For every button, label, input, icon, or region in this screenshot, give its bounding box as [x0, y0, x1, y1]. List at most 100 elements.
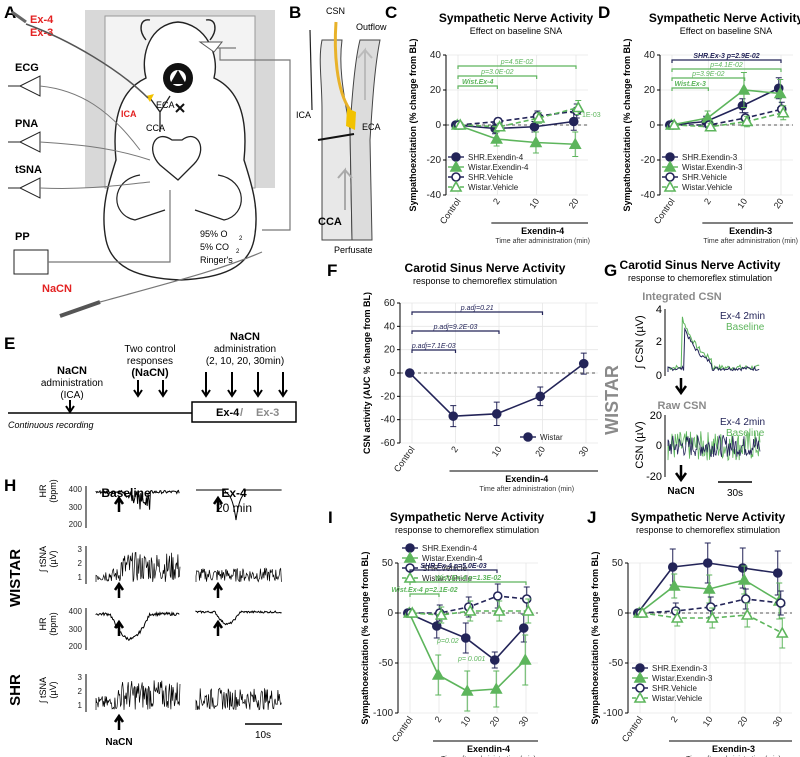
- f-y-tick-label: -60: [381, 438, 396, 449]
- flow-arrow-icon: [337, 167, 353, 210]
- panel-letter-b: B: [289, 3, 301, 22]
- f-x-sublabel: Time after administration (min): [479, 486, 574, 493]
- f-sig-bracket: [411, 311, 544, 315]
- g-y1-label: ∫ CSN (µV): [634, 315, 646, 369]
- i-legend-label: SHR.Exendin-4: [422, 544, 478, 553]
- j-y-label: Sympathoexcitation (% change from BL): [590, 551, 600, 724]
- label-outflow: Outflow: [356, 22, 387, 32]
- perfusate-co2: 5% CO: [200, 242, 229, 252]
- h-hr-trace-wistar-ex4: [196, 489, 282, 521]
- f-y-tick-label: 40: [384, 321, 396, 332]
- i-y-tick-label: -100: [373, 708, 393, 719]
- f-x-label: Exendin-4: [505, 474, 548, 484]
- perfusate-co2-sub: 2: [236, 249, 240, 255]
- tsna-amplifier-icon: [8, 177, 41, 199]
- i-data-point: [492, 591, 503, 601]
- j-data-point: [772, 568, 783, 578]
- d-y-tick-label: 40: [644, 50, 656, 61]
- d-data-point: [667, 118, 681, 130]
- h-sna-label-s: ∫ tSNA: [38, 677, 48, 704]
- d-series-line-0: [669, 87, 780, 126]
- j-x-tick-label: 10: [701, 714, 715, 728]
- g-stim-arrow-bot: [674, 465, 688, 483]
- e-continuous: Continuous recording: [8, 420, 94, 430]
- electrode-leads: [39, 85, 151, 189]
- j-y-tick-label: -100: [603, 708, 623, 719]
- h-sna-trace-wistar-baseline: [95, 552, 181, 582]
- g-y1-tick-2: 2: [656, 336, 662, 348]
- h-hr-tick-300-w: 300: [69, 503, 83, 512]
- d-series-line-1: [671, 89, 781, 126]
- label-eca-b: ECA: [362, 122, 381, 132]
- c-series-line-0: [455, 120, 574, 130]
- i-data-point: [518, 653, 532, 665]
- i-x-tick-label: 10: [459, 714, 473, 728]
- j-x-tick-label: 20: [736, 714, 750, 728]
- h-scale-label: 10s: [255, 730, 271, 741]
- e-box-ex4: Ex-4: [216, 407, 240, 419]
- f-x-tick-label: Control: [392, 444, 417, 474]
- h-sna-trace-wistar-ex4: [195, 567, 282, 583]
- e-drug-box: [191, 401, 297, 423]
- g-title: Carotid Sinus Nerve Activity: [620, 258, 781, 272]
- c-x-sublabel: Time after administration (min): [495, 238, 590, 245]
- d-x-tick-label: 20: [772, 196, 786, 210]
- c-x-tick-label: 2: [491, 196, 502, 206]
- d-series-line-2: [672, 108, 782, 126]
- d-sig-bracket: [671, 77, 746, 81]
- d-legend-marker: [665, 152, 675, 162]
- panel-letter-g: G: [604, 261, 617, 280]
- d-sig-bracket: [671, 59, 782, 63]
- j-title: Sympathetic Nerve Activity: [631, 510, 786, 524]
- f-y-label: CSN activity (AUC % change from BL): [362, 292, 372, 454]
- i-y-label: Sympathoexcitation (% change from BL): [360, 551, 370, 724]
- j-x-tick-label: 30: [771, 714, 785, 728]
- ligation-icon: [175, 103, 185, 113]
- perfusate-ringers: Ringer's: [200, 255, 233, 265]
- h-sna-label-w: ∫ tSNA: [38, 546, 48, 573]
- perfusate-o2-sub: 2: [239, 236, 243, 242]
- i-y-tick-label: 0: [387, 608, 393, 619]
- d-data-point: [776, 106, 790, 118]
- i-legend-label: SHR.Vehicle: [422, 564, 467, 573]
- c-subtitle: Effect on baseline SNA: [470, 26, 562, 36]
- eca-vessel: [349, 39, 381, 241]
- label-drug-ex4: Ex-4: [30, 14, 54, 26]
- i-data-point: [492, 604, 506, 616]
- j-data-point: [670, 611, 684, 623]
- f-legend-label: Wistar: [540, 433, 563, 442]
- panel-letter-d: D: [598, 3, 610, 22]
- j-x-tick-label: 2: [669, 714, 680, 724]
- label-eca: ECA: [156, 100, 175, 110]
- c-y-tick-label: -20: [427, 155, 442, 166]
- panel-h-traces: Baseline Ex-4 20 min WISTAR SHR HR (bpm)…: [7, 479, 282, 748]
- j-data-point: [705, 611, 719, 623]
- f-y-tick-label: 20: [384, 345, 396, 356]
- pressure-transducer-icon: [13, 249, 49, 275]
- j-x-label: Exendin-3: [712, 744, 755, 754]
- i-sig-label: SHR.Ex-4 p=5.0E-03: [420, 563, 486, 570]
- j-y-tick-label: -50: [609, 658, 624, 669]
- j-x-tick-label: Control: [620, 714, 645, 744]
- d-sig-label: p=4.1E-02: [709, 62, 743, 69]
- c-data-point: [568, 116, 579, 127]
- i-data-point: [489, 655, 500, 665]
- d-data-point: [737, 83, 751, 95]
- panel-letter-c: C: [385, 3, 397, 22]
- i-data-point: [434, 608, 448, 620]
- c-side-note: 1E-03: [582, 112, 601, 119]
- carotid-body-b: [346, 108, 356, 130]
- g-stim-label: NaCN: [667, 486, 694, 497]
- i-legend-marker: [403, 551, 417, 563]
- i-legend-marker: [403, 571, 417, 583]
- e-col1-l2: administration: [41, 378, 103, 389]
- f-y-tick-label: 60: [384, 298, 396, 309]
- i-point-note: p= 0.001: [457, 656, 486, 663]
- i-sig-label: Wist.Ex-4 p=1.3E-02: [435, 575, 501, 582]
- h-sna-tick-2-s: 2: [78, 687, 83, 696]
- d-x-sublabel: Time after administration (min): [703, 238, 798, 245]
- g-subtitle: response to chemoreflex stimulation: [628, 273, 772, 283]
- c-legend-marker: [451, 172, 461, 182]
- i-data-point: [431, 668, 445, 680]
